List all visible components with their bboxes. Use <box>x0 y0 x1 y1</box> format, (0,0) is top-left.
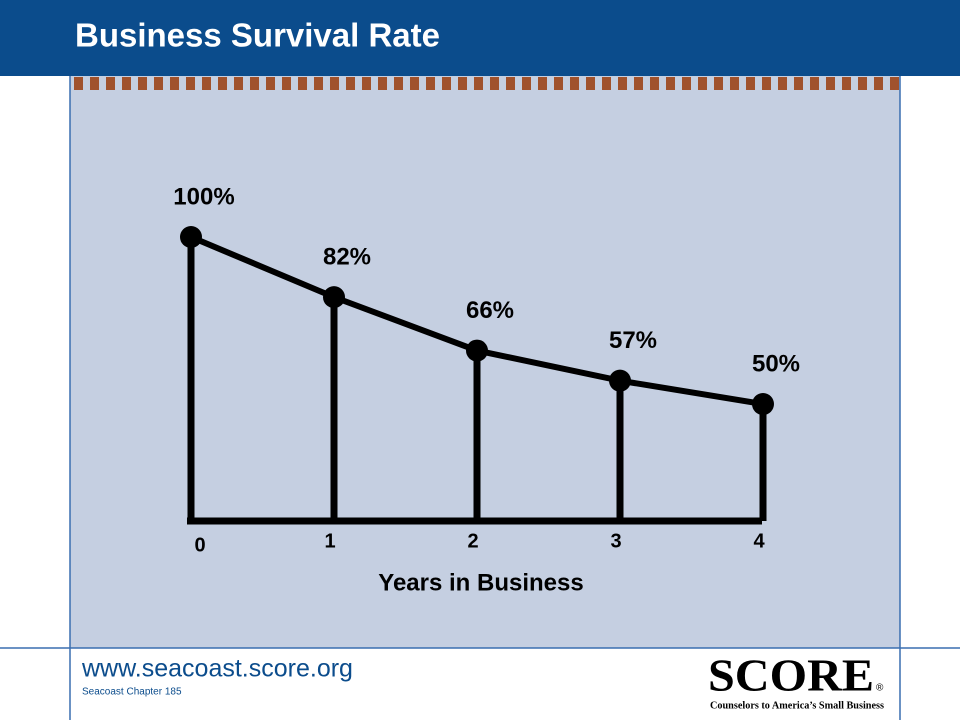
point <box>609 369 631 392</box>
x-tick-label: 0 <box>194 534 205 556</box>
header-bar <box>0 0 960 76</box>
x-axis-label: Years in Business <box>378 569 583 596</box>
logo-mark: ® <box>876 683 884 694</box>
logo: SCORE <box>708 650 874 701</box>
x-tick-label: 3 <box>610 530 621 552</box>
footer-url: www.seacoast.score.org <box>81 655 353 683</box>
footer-chapter: Seacoast Chapter 185 <box>82 687 182 698</box>
slide-title: Business Survival Rate <box>75 17 440 54</box>
x-tick-label: 2 <box>467 530 478 552</box>
value-label: 82% <box>323 243 371 270</box>
value-label: 50% <box>752 350 800 377</box>
value-label: 57% <box>609 327 657 354</box>
point <box>323 286 345 309</box>
x-tick-label: 1 <box>324 530 335 552</box>
x-tick-label: 4 <box>753 530 765 552</box>
point <box>180 226 202 248</box>
logo-tagline: Counselors to America’s Small Business <box>710 700 884 711</box>
value-label: 66% <box>466 297 514 324</box>
content-panel <box>70 76 900 648</box>
point <box>752 393 774 416</box>
value-label: 100% <box>173 183 234 210</box>
stripe-band <box>70 77 900 90</box>
point <box>466 339 488 362</box>
